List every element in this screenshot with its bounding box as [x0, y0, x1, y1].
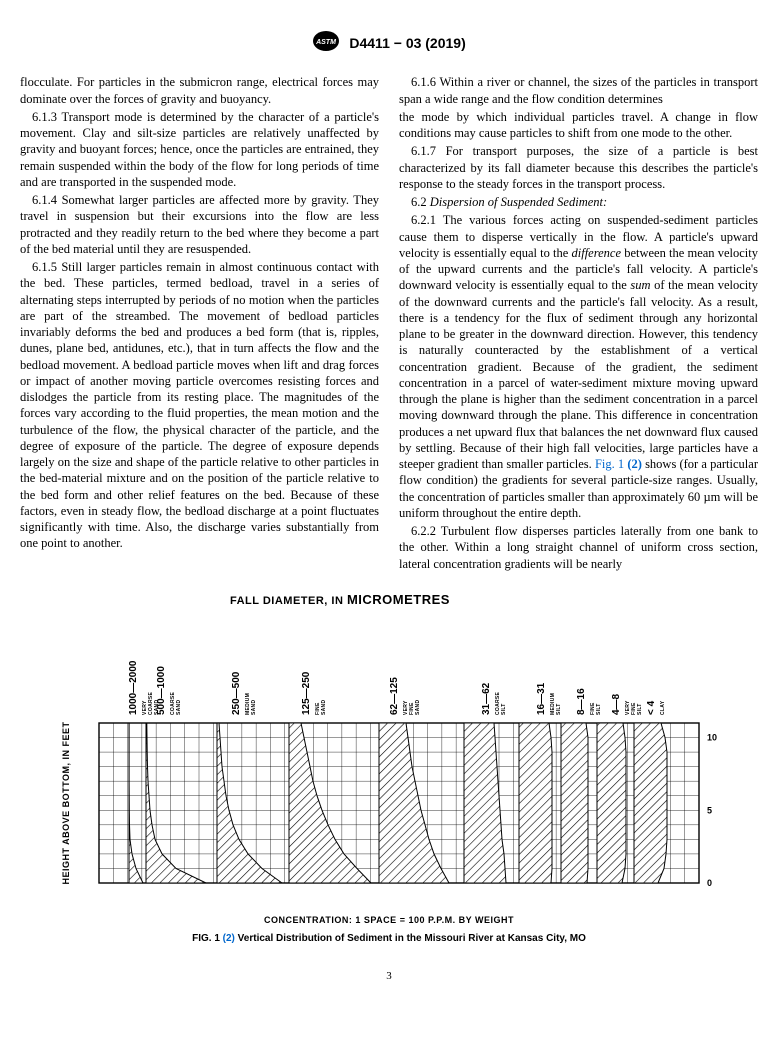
svg-text:125—250: 125—250: [301, 671, 312, 715]
figure-1: FALL DIAMETER, IN MICROMETRES 0 5 10 HEIGHT…: [20, 592, 758, 946]
svg-text:250—500: 250—500: [231, 671, 242, 715]
paragraph: 6.1.3 Transport mode is determined by th…: [20, 109, 379, 190]
paragraph: 6.2.1 The various forces acting on suspe…: [399, 212, 758, 521]
svg-text:SAND: SAND: [321, 699, 327, 714]
svg-text:SILT: SILT: [596, 703, 602, 715]
vertical-distribution-chart: 0 5 10 HEIGHT ABOVE BOTTOM, IN FEET 1000—200…: [39, 613, 739, 913]
figure-caption: FIG. 1 (2) Vertical Distribution of Sedi…: [20, 932, 758, 945]
svg-text:SILT: SILT: [501, 703, 507, 715]
svg-text:8—16: 8—16: [576, 688, 587, 715]
svg-text:CLAY: CLAY: [660, 700, 666, 715]
svg-text:SILT: SILT: [637, 703, 643, 715]
svg-text:HEIGHT ABOVE BOTTOM, IN FEET: HEIGHT ABOVE BOTTOM, IN FEET: [61, 721, 71, 884]
paragraph: 6.1.6 Within a river or channel, the siz…: [399, 74, 758, 107]
reference-link[interactable]: (2): [223, 933, 235, 944]
svg-text:< 4: < 4: [646, 700, 657, 715]
doc-designation: D4411 − 03 (2019): [349, 34, 465, 52]
page-number: 3: [20, 969, 758, 983]
svg-text:ASTM: ASTM: [315, 39, 336, 46]
svg-text:4—8: 4—8: [611, 693, 622, 715]
svg-text:62—125: 62—125: [389, 676, 400, 714]
section-heading: 6.2 Dispersion of Suspended Sediment:: [399, 194, 758, 210]
paragraph: 6.1.7 For transport purposes, the size o…: [399, 143, 758, 192]
section-number: 6.2: [411, 195, 430, 209]
svg-text:1000—2000: 1000—2000: [128, 660, 139, 715]
paragraph: the mode by which individual particles t…: [399, 109, 758, 142]
paragraph: flocculate. For particles in the submicr…: [20, 74, 379, 107]
reference-link[interactable]: (2): [627, 457, 642, 471]
x-axis-caption: CONCENTRATION: 1 SPACE = 100 P.P.M. BY W…: [20, 915, 758, 927]
body-columns: flocculate. For particles in the submicr…: [20, 74, 758, 572]
svg-text:31—62: 31—62: [481, 682, 492, 715]
svg-text:0: 0: [707, 878, 712, 888]
svg-text:5: 5: [707, 805, 712, 815]
svg-text:SAND: SAND: [251, 699, 257, 714]
svg-text:SAND: SAND: [176, 699, 182, 714]
svg-text:10: 10: [707, 732, 717, 742]
paragraph: 6.2.2 Turbulent flow disperses particles…: [399, 523, 758, 572]
paragraph: 6.1.5 Still larger particles remain in a…: [20, 259, 379, 552]
figure-link[interactable]: Fig. 1: [595, 457, 624, 471]
astm-logo: ASTM: [312, 30, 340, 56]
paragraph: 6.1.4 Somewhat larger particles are affe…: [20, 192, 379, 257]
svg-text:16—31: 16—31: [536, 682, 547, 715]
figure-title: FALL DIAMETER, IN MICROMETRES: [230, 592, 758, 609]
svg-text:SILT: SILT: [556, 703, 562, 715]
svg-text:SAND: SAND: [415, 699, 421, 714]
svg-text:500—1000: 500—1000: [156, 665, 167, 714]
doc-header: ASTM D4411 − 03 (2019): [20, 30, 758, 56]
section-title: Dispersion of Suspended Sediment:: [430, 195, 607, 209]
